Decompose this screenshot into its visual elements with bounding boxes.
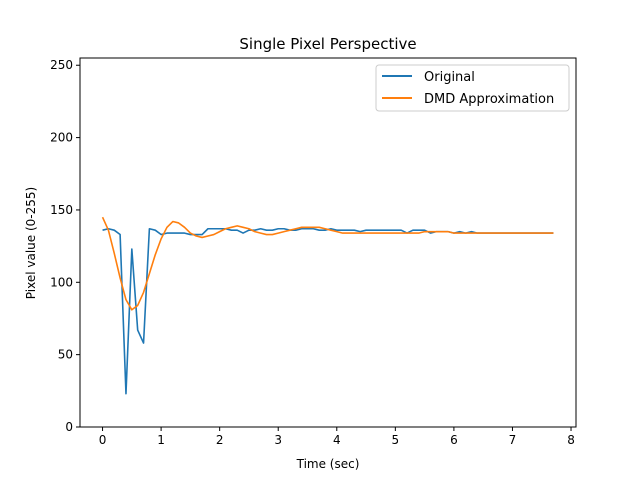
legend-label-dmd: DMD Approximation — [424, 92, 554, 107]
series-line-dmd-approximation — [101, 216, 554, 311]
x-tick-label: 2 — [216, 433, 224, 447]
x-tick-label: 8 — [567, 433, 575, 447]
y-axis: 0 50 100 150 200 250 — [50, 58, 80, 434]
y-tick-label: 200 — [50, 131, 73, 145]
x-tick-label: 0 — [99, 433, 107, 447]
x-tick-label: 5 — [392, 433, 400, 447]
x-tick-label: 3 — [274, 433, 282, 447]
chart-title: Single Pixel Perspective — [239, 35, 416, 53]
y-axis-label: Pixel value (0-255) — [24, 187, 38, 299]
y-tick-label: 50 — [58, 348, 73, 362]
x-tick-label: 6 — [450, 433, 458, 447]
series-layer — [101, 216, 554, 395]
x-tick-label: 1 — [157, 433, 165, 447]
legend-box — [375, 64, 570, 112]
legend: Original DMD Approximation — [375, 64, 570, 112]
x-axis: 0 1 2 3 4 5 6 7 8 — [99, 427, 575, 447]
y-tick-label: 250 — [50, 58, 73, 72]
plot-frame — [79, 57, 577, 428]
x-tick-label: 4 — [333, 433, 341, 447]
y-tick-label: 0 — [65, 420, 73, 434]
x-axis-label: Time (sec) — [296, 457, 360, 471]
plot-area — [101, 216, 554, 395]
y-tick-label: 150 — [50, 203, 73, 217]
y-tick-label: 100 — [50, 275, 73, 289]
legend-label-original: Original — [424, 70, 475, 85]
x-tick-label: 7 — [509, 433, 517, 447]
